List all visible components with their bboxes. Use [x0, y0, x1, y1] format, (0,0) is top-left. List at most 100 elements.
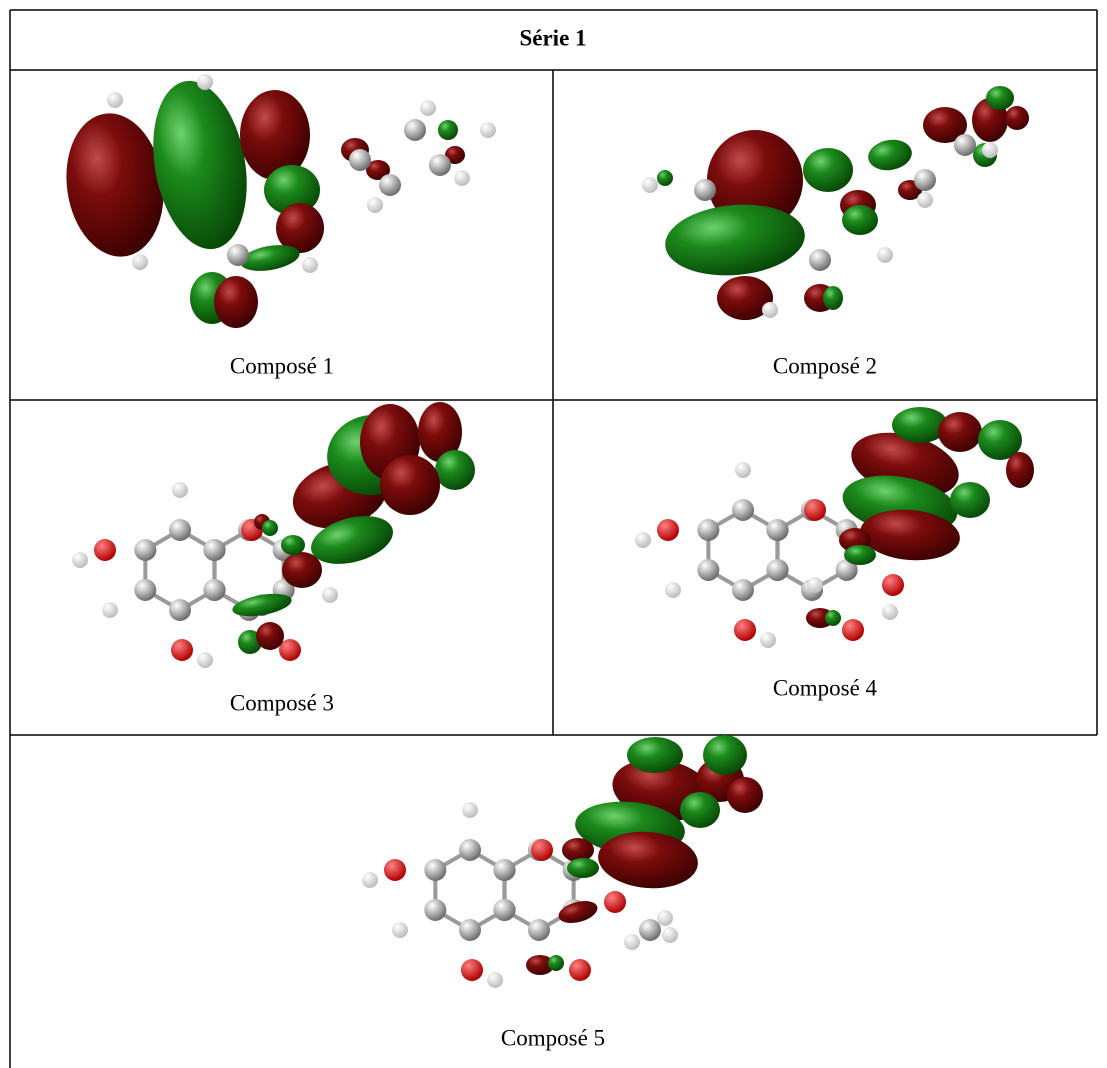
- shape: [804, 499, 826, 521]
- shape: [134, 539, 156, 561]
- table-title: Série 1: [519, 25, 586, 50]
- shape: [528, 919, 550, 941]
- cell-label: Composé 5: [501, 1025, 605, 1050]
- shape: [694, 179, 716, 201]
- shape: [367, 197, 383, 213]
- shape: [766, 559, 788, 581]
- shape: [459, 919, 481, 941]
- shape: [866, 136, 915, 173]
- shape: [102, 602, 118, 618]
- cell-label: Composé 3: [230, 690, 334, 715]
- shape: [429, 154, 451, 176]
- shape: [982, 142, 998, 158]
- shape: [141, 73, 259, 256]
- shape: [134, 579, 156, 601]
- shape: [766, 519, 788, 541]
- shape: [461, 959, 483, 981]
- shape: [844, 545, 876, 565]
- shape: [132, 254, 148, 270]
- shape: [732, 579, 754, 601]
- shape: [282, 552, 322, 588]
- document: Série 1 Composé 1 Composé 2 Composé 3 Co…: [0, 0, 1107, 1068]
- shape: [424, 859, 446, 881]
- shape: [107, 92, 123, 108]
- shape: [435, 450, 475, 490]
- shape: [823, 286, 843, 310]
- shape: [639, 919, 661, 941]
- shape: [197, 74, 213, 90]
- shape: [697, 519, 719, 541]
- shape: [362, 872, 378, 888]
- shape: [404, 119, 426, 141]
- shape: [438, 120, 458, 140]
- shape: [203, 539, 225, 561]
- shape: [760, 632, 776, 648]
- shape: [227, 244, 249, 266]
- shape: [487, 972, 503, 988]
- shape: [914, 169, 936, 191]
- shape: [203, 579, 225, 601]
- shape: [379, 174, 401, 196]
- shape: [727, 777, 763, 813]
- shape: [420, 100, 436, 116]
- shape: [986, 86, 1014, 110]
- shape: [72, 552, 88, 568]
- shape: [562, 838, 594, 862]
- shape: [735, 462, 751, 478]
- shape: [627, 737, 683, 773]
- cell-label: Composé 2: [773, 353, 877, 378]
- shape: [94, 539, 116, 561]
- shape: [697, 559, 719, 581]
- shape: [380, 455, 440, 515]
- shape: [1006, 452, 1034, 488]
- shape: [807, 577, 823, 593]
- shape: [197, 652, 213, 668]
- shape: [803, 148, 853, 192]
- shape: [662, 927, 678, 943]
- shape: [384, 859, 406, 881]
- shape: [392, 922, 408, 938]
- shape: [459, 839, 481, 861]
- shape: [604, 891, 626, 913]
- shape: [809, 249, 831, 271]
- shape: [950, 482, 990, 518]
- shape: [262, 520, 278, 536]
- shape: [171, 639, 193, 661]
- shape: [349, 149, 371, 171]
- shape: [567, 858, 599, 878]
- shape: [624, 934, 640, 950]
- shape: [842, 205, 878, 235]
- shape: [548, 955, 564, 971]
- shape: [454, 170, 470, 186]
- shape: [322, 587, 338, 603]
- shape: [480, 122, 496, 138]
- shape: [169, 599, 191, 621]
- shape: [657, 519, 679, 541]
- shape: [842, 619, 864, 641]
- shape: [732, 499, 754, 521]
- shape: [882, 574, 904, 596]
- orbital-images: [57, 73, 1034, 988]
- shape: [657, 910, 673, 926]
- shape: [531, 839, 553, 861]
- shape: [424, 899, 446, 921]
- shape: [734, 619, 756, 641]
- shape: [762, 302, 778, 318]
- shape: [214, 276, 258, 328]
- shape: [172, 482, 188, 498]
- shape: [256, 622, 284, 650]
- shape: [825, 610, 841, 626]
- shape: [680, 792, 720, 828]
- cell-label: Composé 1: [230, 353, 334, 378]
- shape: [1005, 106, 1029, 130]
- shape: [569, 959, 591, 981]
- shape: [954, 134, 976, 156]
- shape: [635, 532, 651, 548]
- shape: [281, 535, 305, 555]
- shape: [493, 899, 515, 921]
- shape: [665, 582, 681, 598]
- shape: [302, 257, 318, 273]
- shape: [938, 412, 982, 452]
- shape: [657, 170, 673, 186]
- shape: [877, 247, 893, 263]
